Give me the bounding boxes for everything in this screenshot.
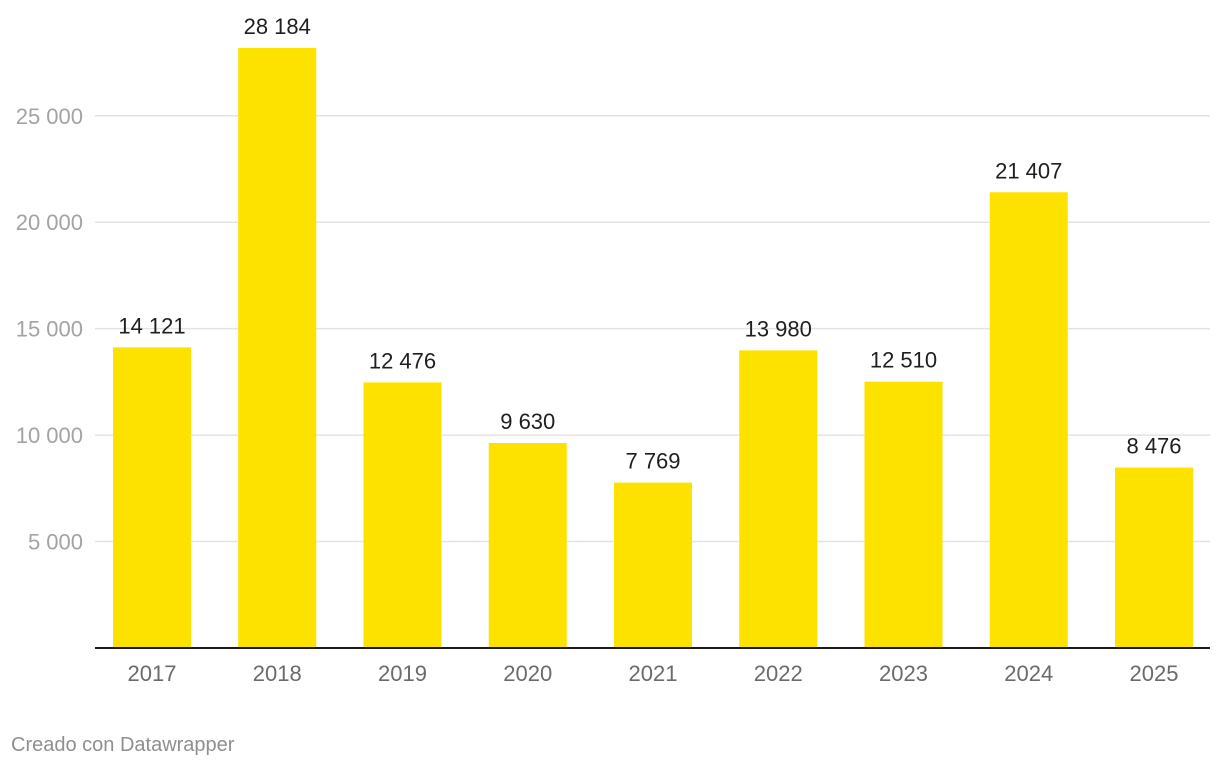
y-tick-label: 5 000 [28,530,83,555]
data-label-2018: 28 184 [244,14,311,39]
bar-2021 [614,482,692,648]
bar-2020 [488,442,567,648]
x-tick-label-2024: 2024 [1004,661,1053,686]
data-label-2025: 8 476 [1126,434,1181,459]
x-tick-label-2021: 2021 [629,661,678,686]
x-tick-label-2023: 2023 [879,661,928,686]
bar-2022 [739,350,818,648]
y-tick-label: 10 000 [16,423,83,448]
data-label-2020: 9 630 [500,409,555,434]
y-axis-tick-labels: 5 000 10 000 15 000 20 000 25 000 [16,104,83,555]
bar-2017 [113,347,191,648]
bar-2018 [238,48,317,648]
data-label-2021: 7 769 [625,449,680,474]
x-tick-label-2019: 2019 [378,661,427,686]
y-tick-label: 25 000 [16,104,83,129]
data-label-2024: 21 407 [995,158,1062,183]
x-tick-label-2018: 2018 [253,661,302,686]
x-tick-label-2020: 2020 [503,661,552,686]
data-label-2023: 12 510 [870,348,937,373]
bars [113,48,1193,648]
x-axis-tick-labels: 2017 2018 2019 2020 2021 2022 2023 2024 2025 [128,661,1179,686]
x-tick-label-2017: 2017 [128,661,177,686]
bar-2025 [1115,467,1193,648]
x-tick-label-2025: 2025 [1130,661,1179,686]
bar-2024 [989,192,1068,648]
data-label-2022: 13 980 [745,316,812,341]
bar-2023 [864,381,943,648]
y-tick-label: 15 000 [16,317,83,342]
bar-2019 [363,382,442,648]
y-tick-label: 20 000 [16,210,83,235]
credit-text: Creado con Datawrapper [11,734,235,756]
data-labels: 14 121 28 184 12 476 9 630 7 769 13 980 12 510… [118,14,1181,474]
data-label-2019: 12 476 [369,348,436,373]
data-label-2017: 14 121 [118,313,185,338]
x-tick-label-2022: 2022 [754,661,803,686]
